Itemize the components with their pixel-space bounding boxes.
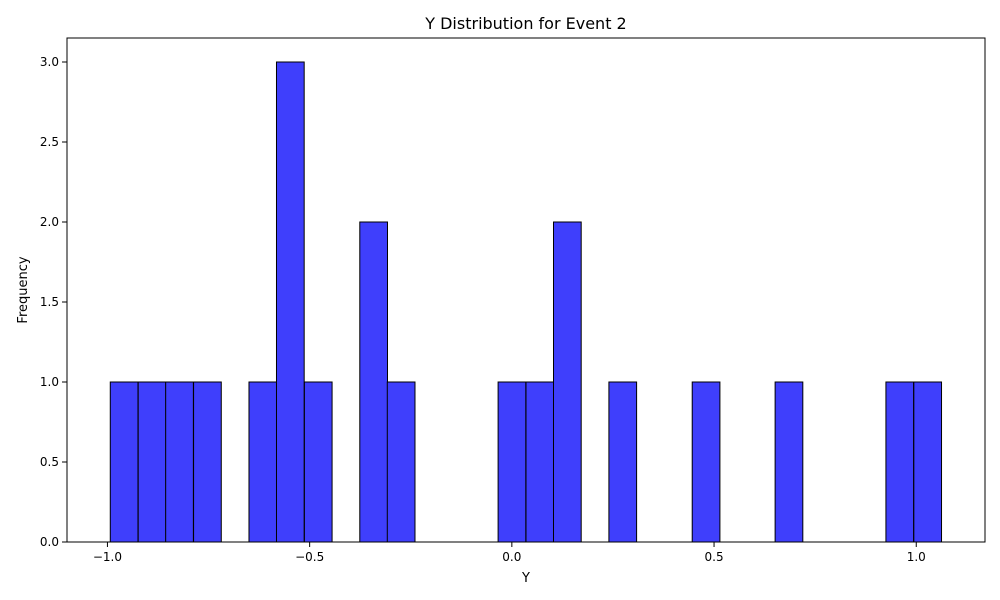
histogram-bar-24 [774, 381, 804, 543]
x-tick-label: −1.0 [93, 550, 122, 564]
y-tick-label: 2.0 [40, 215, 59, 229]
histogram-bar-16 [552, 221, 582, 543]
y-tick-label: 2.5 [40, 135, 59, 149]
histogram-bar-1 [137, 381, 167, 543]
histogram-bar-9 [359, 221, 388, 543]
histogram-bar-2 [165, 381, 194, 543]
plot-frame [66, 37, 986, 543]
y-tick-label: 1.5 [40, 295, 59, 309]
histogram-bar-21 [691, 381, 721, 543]
histogram-bar-0 [109, 381, 139, 543]
histogram-bar-10 [386, 381, 416, 543]
bars-group [109, 61, 943, 543]
histogram-bar-5 [248, 381, 278, 543]
y-tick-label: 0.5 [40, 455, 59, 469]
chart-title: Y Distribution for Event 2 [424, 14, 626, 33]
x-axis: −1.0 −0.5 0.0 0.5 1.0 [93, 542, 926, 564]
histogram-bar-6 [275, 61, 305, 543]
x-tick-label: −0.5 [295, 550, 324, 564]
x-axis-label: Y [521, 571, 530, 586]
histogram-bar-14 [497, 381, 527, 543]
histogram-bar-15 [525, 381, 555, 543]
histogram-bar-3 [193, 381, 222, 543]
x-tick-label: 0.0 [502, 550, 521, 564]
y-tick-label: 1.0 [40, 375, 59, 389]
x-tick-label: 1.0 [907, 550, 926, 564]
histogram-bar-18 [608, 381, 638, 543]
y-tick-label: 3.0 [40, 55, 59, 69]
histogram-bar-28 [885, 381, 915, 543]
y-axis: 0.0 0.5 1.0 1.5 2.0 2.5 3.0 [40, 55, 67, 549]
y-axis-label: Frequency [16, 256, 31, 323]
y-tick-label: 0.0 [40, 535, 59, 549]
histogram-bar-29 [913, 381, 943, 543]
x-tick-label: 0.5 [705, 550, 724, 564]
histogram-bar-7 [303, 381, 333, 543]
